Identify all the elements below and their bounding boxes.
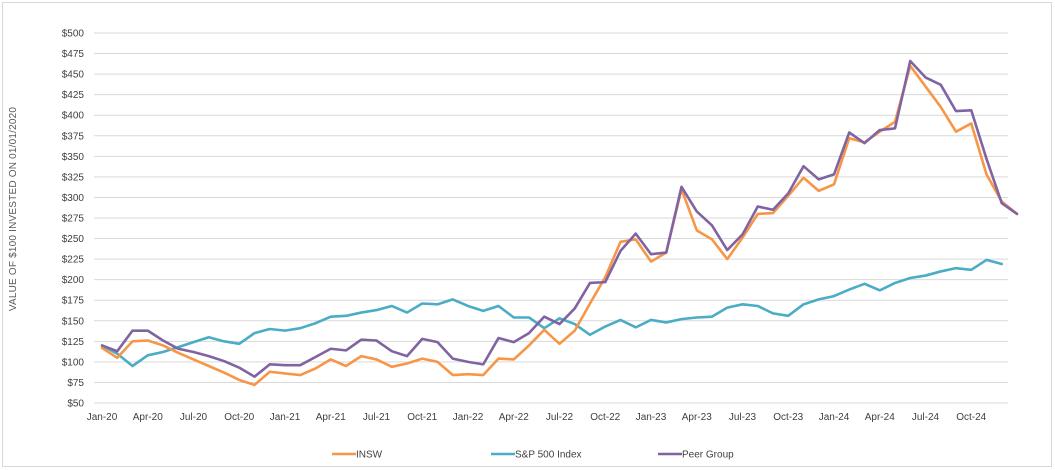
series-line-s-p-500-index [100, 258, 1004, 368]
y-axis-tick-labels: $50 $75 $100 $125 $150 $175 $200 $225 $250 $275 $3… [62, 29, 85, 410]
x-tick-label: Jan-22 [453, 412, 484, 423]
x-tick-label: Oct-23 [773, 412, 803, 423]
y-tick-label: $300 [62, 193, 85, 204]
x-tick-label: Jan-24 [819, 412, 850, 423]
x-tick-label: Apr-23 [682, 412, 712, 423]
x-tick-label: Apr-21 [316, 412, 346, 423]
y-tick-label: $200 [62, 275, 85, 286]
x-tick-label: Apr-20 [133, 412, 163, 423]
y-axis-label: VALUE OF $100 INVESTED ON 01/01/2020 [8, 107, 19, 312]
gridlines [94, 32, 1008, 404]
y-tick-label: $125 [62, 337, 85, 348]
y-tick-label: $250 [62, 234, 85, 245]
y-tick-label: $400 [62, 111, 85, 122]
y-tick-label: $500 [62, 29, 85, 40]
y-tick-label: $175 [62, 296, 85, 307]
x-tick-label: Jul-20 [180, 412, 208, 423]
series-line-peer-group [100, 59, 1019, 378]
x-tick-label: Jul-23 [729, 412, 757, 423]
x-tick-label: Jul-21 [363, 412, 391, 423]
x-tick-label: Oct-24 [956, 412, 986, 423]
y-tick-label: $150 [62, 316, 85, 327]
series-lines [100, 59, 1019, 387]
legend-item-peer-group: Peer Group [658, 450, 734, 461]
x-tick-label: Jan-21 [270, 412, 301, 423]
legend-item-insw: INSW [332, 450, 383, 461]
x-tick-label: Jul-22 [546, 412, 574, 423]
x-tick-label: Jul-24 [912, 412, 940, 423]
legend: INSW S&P 500 Index Peer Group [332, 450, 734, 461]
y-tick-label: $275 [62, 214, 85, 225]
legend-label: INSW [356, 450, 383, 461]
x-tick-label: Apr-22 [499, 412, 529, 423]
y-tick-label: $325 [62, 172, 85, 183]
x-axis-tick-labels: Jan-20 Apr-20 Jul-20 Oct-20 Jan-21 Apr-21 Jul-… [87, 412, 987, 423]
x-tick-label: Jan-23 [636, 412, 667, 423]
legend-label: Peer Group [682, 450, 734, 461]
x-tick-label: Apr-24 [865, 412, 895, 423]
y-tick-label: $450 [62, 70, 85, 81]
legend-label: S&P 500 Index [515, 450, 582, 461]
y-tick-label: $350 [62, 152, 85, 163]
y-tick-label: $50 [67, 399, 84, 410]
y-tick-label: $225 [62, 255, 85, 266]
legend-item-s-p-500-index: S&P 500 Index [491, 450, 582, 461]
y-tick-label: $425 [62, 90, 85, 101]
y-tick-label: $375 [62, 131, 85, 142]
y-tick-label: $75 [67, 378, 84, 389]
x-tick-label: Oct-21 [407, 412, 437, 423]
x-tick-label: Jan-20 [87, 412, 118, 423]
x-tick-label: Oct-22 [590, 412, 620, 423]
y-tick-label: $100 [62, 357, 85, 368]
x-tick-label: Oct-20 [224, 412, 254, 423]
y-tick-label: $475 [62, 49, 85, 60]
series-line-insw [100, 64, 1019, 387]
